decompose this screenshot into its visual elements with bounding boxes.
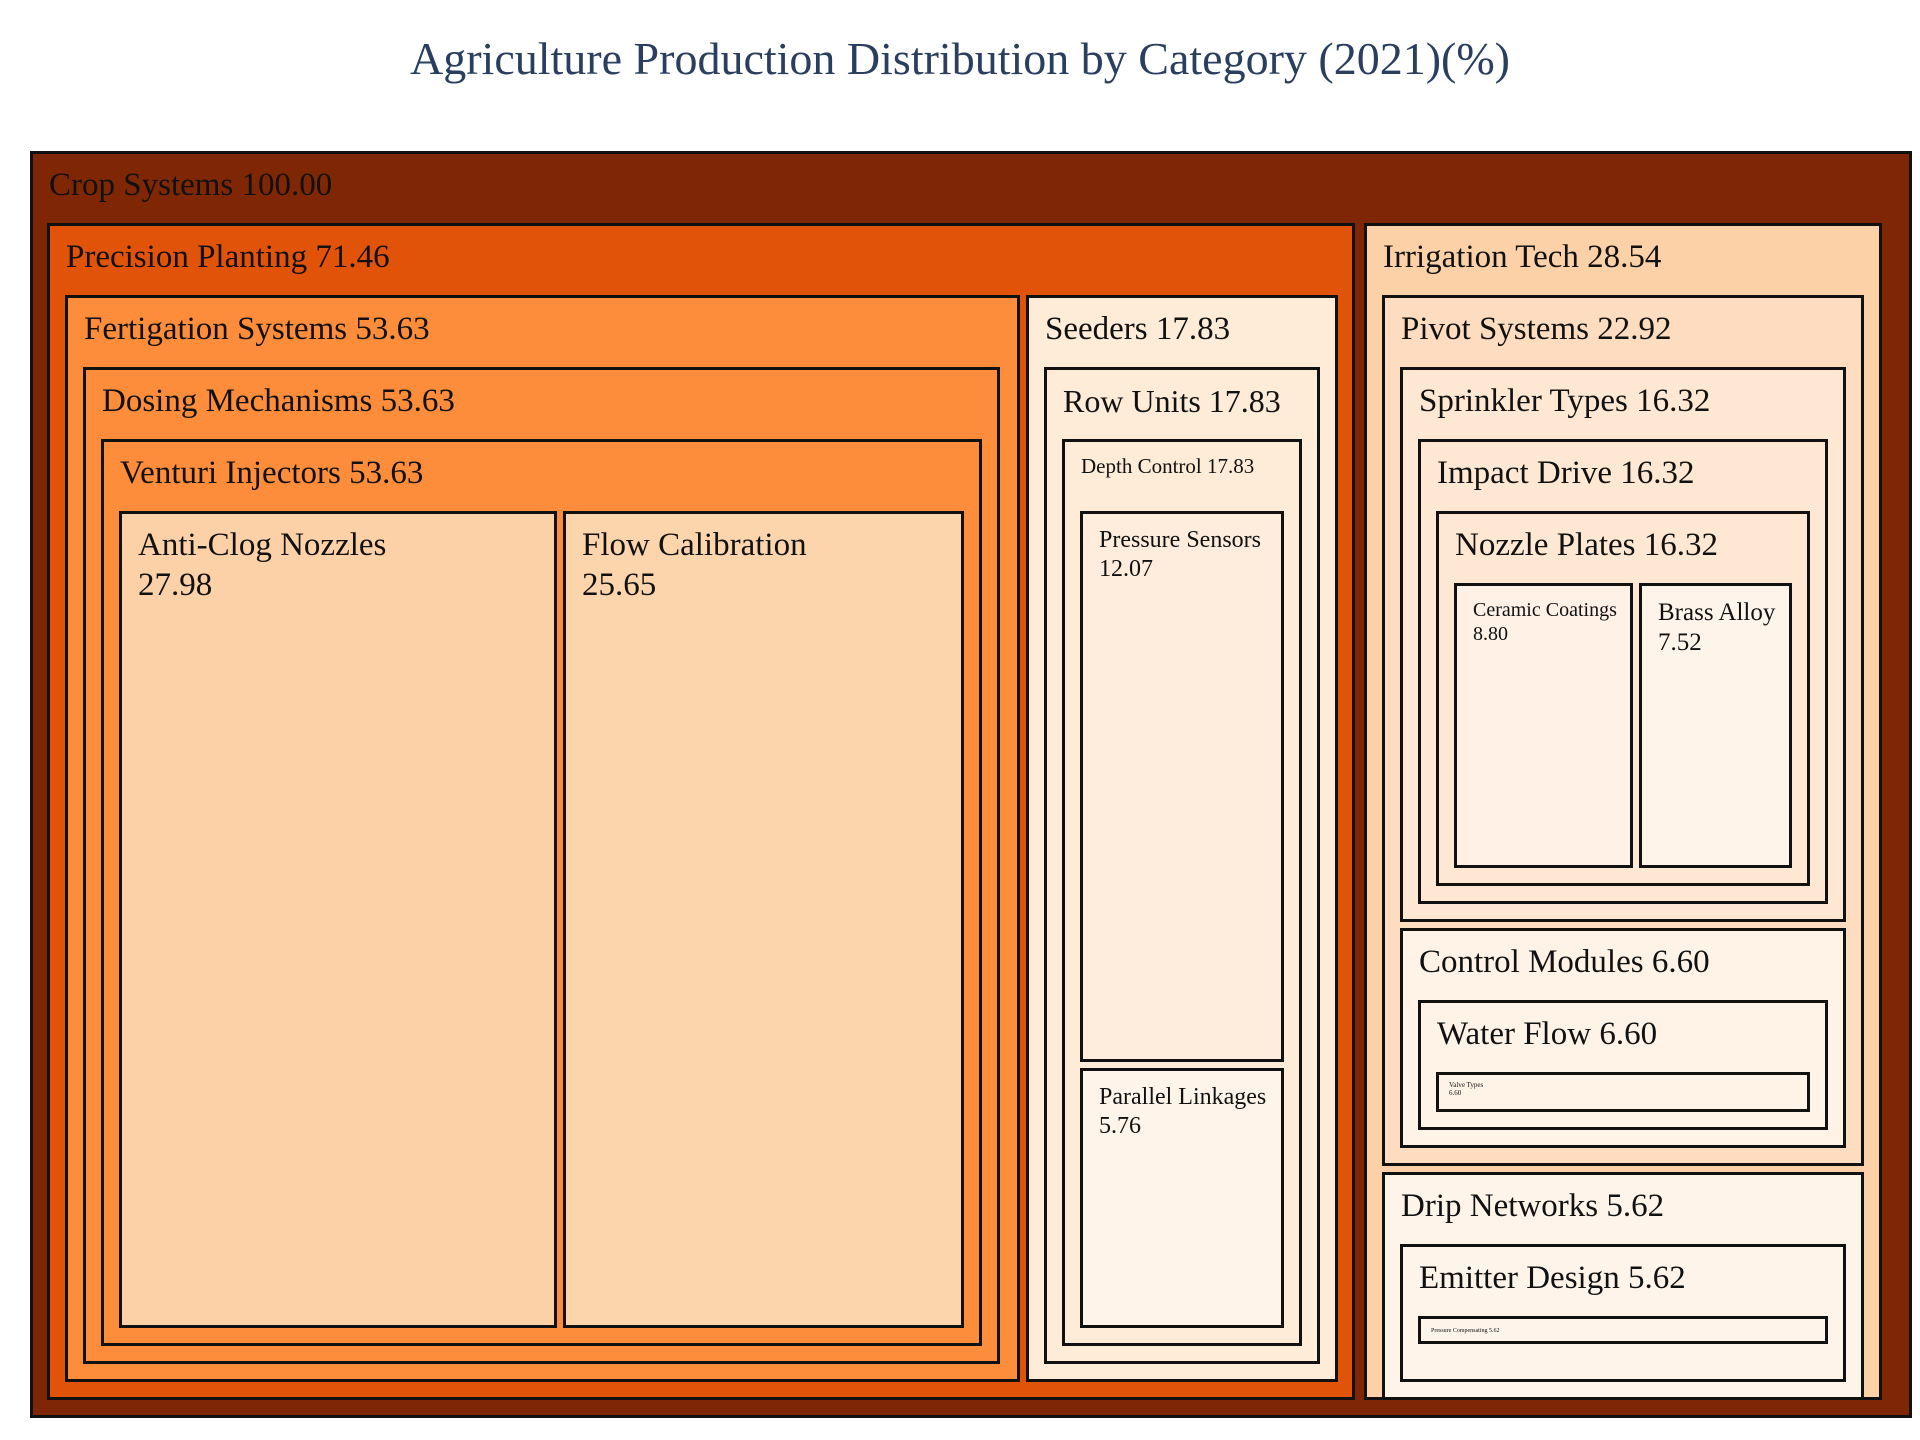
treemap-node-label: Parallel Linkages 5.76 <box>1099 1083 1266 1141</box>
treemap-node-pressure-sensors[interactable]: Pressure Sensors 12.07 <box>1080 511 1284 1062</box>
treemap-node-flow-calibration[interactable]: Flow Calibration 25.65 <box>563 511 964 1328</box>
treemap-node-value: 16.32 <box>1635 527 1719 563</box>
treemap-node-anti-clog-nozzles[interactable]: Anti-Clog Nozzles 27.98 <box>119 511 557 1328</box>
treemap-node-label: Pressure Sensors 12.07 <box>1099 526 1261 584</box>
treemap-node-brass-alloy[interactable]: Brass Alloy 7.52 <box>1639 583 1792 868</box>
treemap-node-value: 53.63 <box>347 311 430 347</box>
treemap-node-name: Parallel Linkages <box>1099 1084 1267 1110</box>
treemap-node-parallel-linkages[interactable]: Parallel Linkages 5.76 <box>1080 1068 1284 1328</box>
treemap-node-label: Brass Alloy 7.52 <box>1658 598 1775 658</box>
treemap-node-label: Anti-Clog Nozzles 27.98 <box>138 526 386 605</box>
treemap-node-value: 53.63 <box>372 383 455 419</box>
treemap-node-value: 16.32 <box>1612 455 1695 491</box>
treemap-node-label: Pivot Systems 22.92 <box>1401 310 1671 350</box>
treemap-node-label: Precision Planting 71.46 <box>66 238 390 278</box>
treemap-node-value: 6.60 <box>1591 1016 1658 1052</box>
treemap-node-value: 6.60 <box>1643 944 1710 980</box>
treemap-node-label: Sprinkler Types 16.32 <box>1419 382 1710 422</box>
treemap-node-name: Pivot Systems <box>1401 311 1589 347</box>
treemap-node-name: Row Units <box>1063 383 1201 419</box>
treemap-node-label: Venturi Injectors 53.63 <box>120 454 423 494</box>
treemap-node-name: Control Modules <box>1419 944 1644 980</box>
treemap-node-label: Control Modules 6.60 <box>1419 943 1710 983</box>
treemap-node-name: Seeders <box>1045 311 1148 347</box>
chart-title: Agriculture Production Distribution by C… <box>410 33 1510 84</box>
treemap-node-label: Emitter Design 5.62 <box>1419 1259 1686 1299</box>
treemap-node-label: Depth Control 17.83 <box>1081 454 1254 479</box>
treemap-node-name: Drip Networks <box>1401 1188 1599 1224</box>
treemap-node-value: 53.63 <box>340 455 424 491</box>
treemap-node-emitter-design[interactable]: Emitter Design 5.62 <box>1400 1244 1846 1382</box>
treemap-node-label: Nozzle Plates 16.32 <box>1455 526 1718 566</box>
treemap-node-name: Pressure Compensating <box>1431 1328 1488 1334</box>
treemap-node-name: Ceramic Coatings <box>1473 599 1617 621</box>
treemap-node-name: Water Flow <box>1437 1016 1592 1052</box>
treemap-node-value: 25.65 <box>582 566 657 603</box>
treemap-node-value: 71.46 <box>307 239 390 275</box>
treemap-node-value: 5.62 <box>1619 1260 1686 1296</box>
treemap-node-name: Precision Planting <box>66 239 308 275</box>
treemap-node-label: Pressure Compensating 5.62 <box>1431 1328 1500 1335</box>
treemap-node-value: 5.76 <box>1099 1112 1141 1139</box>
treemap-node-value: 100.00 <box>233 167 333 203</box>
treemap-node-value: 5.62 <box>1598 1188 1665 1224</box>
treemap-node-name: Valve Types <box>1449 1081 1484 1089</box>
treemap-node-label: Water Flow 6.60 <box>1437 1015 1657 1055</box>
treemap-node-label: Ceramic Coatings 8.80 <box>1473 598 1617 646</box>
treemap-node-value: 16.32 <box>1627 383 1711 419</box>
treemap-node-label: Flow Calibration 25.65 <box>582 526 807 605</box>
treemap-node-label: Dosing Mechanisms 53.63 <box>102 382 455 422</box>
treemap-node-label: Seeders 17.83 <box>1045 310 1230 350</box>
treemap-node-name: Emitter Design <box>1419 1260 1620 1296</box>
treemap-node-value: 17.83 <box>1201 454 1255 478</box>
treemap-node-name: Sprinkler Types <box>1419 383 1628 419</box>
treemap-node-label: Drip Networks 5.62 <box>1401 1187 1664 1227</box>
treemap-node-name: Depth Control <box>1081 454 1202 478</box>
treemap-node-name: Brass Alloy <box>1658 599 1776 626</box>
treemap-node-name: Fertigation Systems <box>84 311 348 347</box>
treemap-node-name: Venturi Injectors <box>120 455 341 491</box>
treemap-node-value: 8.80 <box>1473 623 1508 645</box>
treemap-node-name: Anti-Clog Nozzles <box>138 527 387 563</box>
treemap-node-value: 27.98 <box>138 566 213 603</box>
treemap-node-label: Irrigation Tech 28.54 <box>1383 238 1661 278</box>
treemap-node-value: 5.62 <box>1487 1328 1500 1334</box>
treemap-node-name: Flow Calibration <box>582 527 807 563</box>
treemap-node-name: Crop Systems <box>49 167 234 203</box>
treemap-node-label: Fertigation Systems 53.63 <box>84 310 430 350</box>
treemap-node-label: Impact Drive 16.32 <box>1437 454 1695 494</box>
treemap-node-name: Dosing Mechanisms <box>102 383 373 419</box>
treemap-node-name: Irrigation Tech <box>1383 239 1579 275</box>
treemap-node-value: 17.83 <box>1200 383 1281 419</box>
treemap-node-ceramic-coatings[interactable]: Ceramic Coatings 8.80 <box>1454 583 1633 868</box>
treemap-node-valve-types[interactable]: Valve Types 6.60 <box>1436 1072 1810 1112</box>
treemap-node-name: Impact Drive <box>1437 455 1613 491</box>
treemap-node-value: 7.52 <box>1658 629 1702 656</box>
treemap-node-pressure-compensating[interactable]: Pressure Compensating 5.62 <box>1418 1316 1828 1344</box>
treemap-node-value: 22.92 <box>1588 311 1672 347</box>
treemap-node-label: Row Units 17.83 <box>1063 382 1281 420</box>
treemap-node-value: 12.07 <box>1099 555 1153 582</box>
treemap-node-label: Crop Systems 100.00 <box>49 166 332 206</box>
treemap-node-name: Pressure Sensors <box>1099 527 1261 553</box>
treemap-node-value: 6.60 <box>1449 1089 1462 1098</box>
treemap-node-value: 28.54 <box>1578 239 1662 275</box>
treemap-node-name: Nozzle Plates <box>1455 527 1636 563</box>
treemap-node-label: Valve Types 6.60 <box>1449 1081 1483 1098</box>
treemap-node-value: 17.83 <box>1147 311 1231 347</box>
